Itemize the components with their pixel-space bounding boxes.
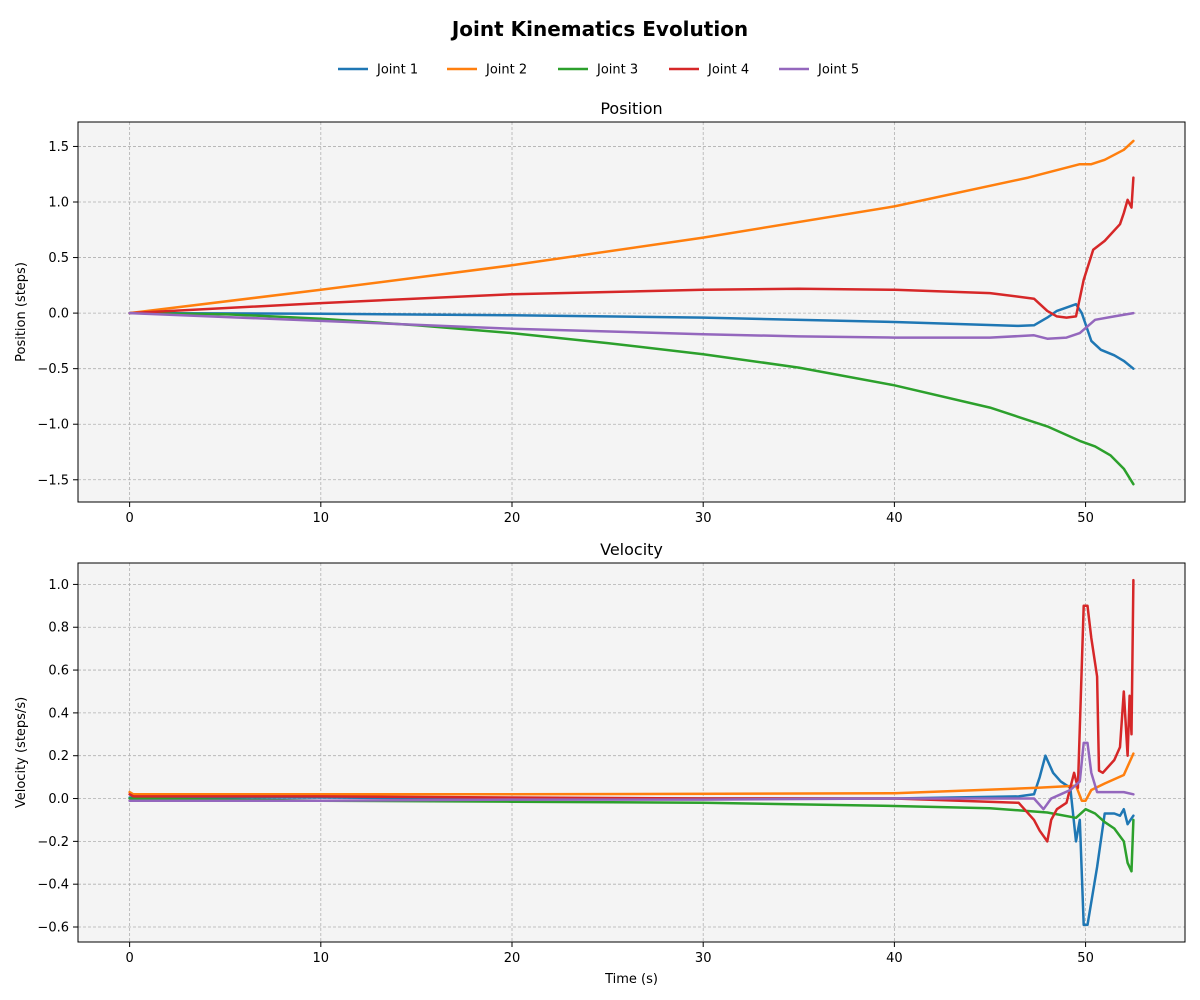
legend-item-joint-4: Joint 4 — [669, 63, 749, 78]
legend-item-joint-1: Joint 1 — [338, 63, 418, 78]
x-tick-label: 10 — [313, 511, 330, 526]
series-group — [128, 139, 1135, 486]
x-tick-label: 50 — [1077, 511, 1094, 526]
plot-area — [78, 563, 1185, 942]
y-tick-label: 0.0 — [48, 307, 69, 322]
x-tick-label: 30 — [695, 511, 712, 526]
legend-item-joint-5: Joint 5 — [779, 63, 859, 78]
legend-label: Joint 1 — [376, 63, 418, 78]
y-tick-label: −0.5 — [37, 362, 69, 377]
x-tick-label: 20 — [504, 951, 521, 966]
legend-label: Joint 3 — [596, 63, 638, 78]
x-tick-label: 30 — [695, 951, 712, 966]
axes-frame — [77, 562, 1186, 943]
x-tick-label: 50 — [1077, 951, 1094, 966]
panel-title: Position — [600, 99, 662, 118]
figure-title: Joint Kinematics Evolution — [450, 17, 748, 41]
y-tick-label: −0.4 — [37, 878, 69, 893]
velocity-line-joint-3 — [128, 797, 1135, 873]
position-line-joint-4 — [128, 176, 1135, 319]
x-tick-label: 0 — [125, 511, 133, 526]
x-tick-label: 0 — [125, 951, 133, 966]
y-tick-label: 0.0 — [48, 792, 69, 807]
y-tick-label: 1.0 — [48, 578, 69, 593]
velocity-line-joint-5 — [128, 741, 1135, 811]
x-tick-label: 10 — [313, 951, 330, 966]
position-line-joint-2 — [128, 139, 1135, 315]
y-tick-label: −0.6 — [37, 921, 69, 936]
x-tick-label: 40 — [886, 511, 903, 526]
y-tick-label: 0.5 — [48, 251, 69, 266]
y-tick-label: −1.5 — [37, 473, 69, 488]
y-tick-label: 1.5 — [48, 140, 69, 155]
legend-item-joint-3: Joint 3 — [558, 63, 638, 78]
y-tick-label: 0.4 — [48, 706, 69, 721]
y-axis-label: Velocity (steps/s) — [14, 697, 29, 808]
legend-label: Joint 2 — [485, 63, 527, 78]
x-tick-label: 20 — [504, 511, 521, 526]
series-group — [128, 578, 1135, 927]
panel-title: Velocity — [600, 540, 663, 559]
axes-frame — [77, 121, 1186, 503]
plot-area — [78, 122, 1185, 502]
x-tick-label: 40 — [886, 951, 903, 966]
y-tick-label: −1.0 — [37, 418, 69, 433]
x-axis-label: Time (s) — [604, 972, 658, 987]
legend-label: Joint 4 — [707, 63, 749, 78]
y-tick-label: −0.2 — [37, 835, 69, 850]
position-line-joint-5 — [128, 311, 1135, 340]
y-tick-label: 0.8 — [48, 621, 69, 636]
y-tick-label: 1.0 — [48, 196, 69, 211]
y-axis-label: Position (steps) — [14, 262, 29, 362]
y-tick-label: 0.6 — [48, 664, 69, 679]
velocity-panel: 0 10 20 30 40 50 −0.6 −0.4 −0.2 0.0 0.2 0.4 0.6 0.8 1.… — [14, 540, 1186, 987]
position-line-joint-1 — [128, 302, 1135, 370]
legend-label: Joint 5 — [817, 63, 859, 78]
position-panel: 0 10 20 30 40 50 −1.5 −1.0 −0.5 0.0 0.5 1.0 1.5 Posit… — [14, 99, 1186, 526]
legend: Joint 1 Joint 2 Joint 3 Joint 4 Joint 5 — [338, 63, 859, 78]
legend-item-joint-2: Joint 2 — [447, 63, 527, 78]
y-tick-label: 0.2 — [48, 749, 69, 764]
